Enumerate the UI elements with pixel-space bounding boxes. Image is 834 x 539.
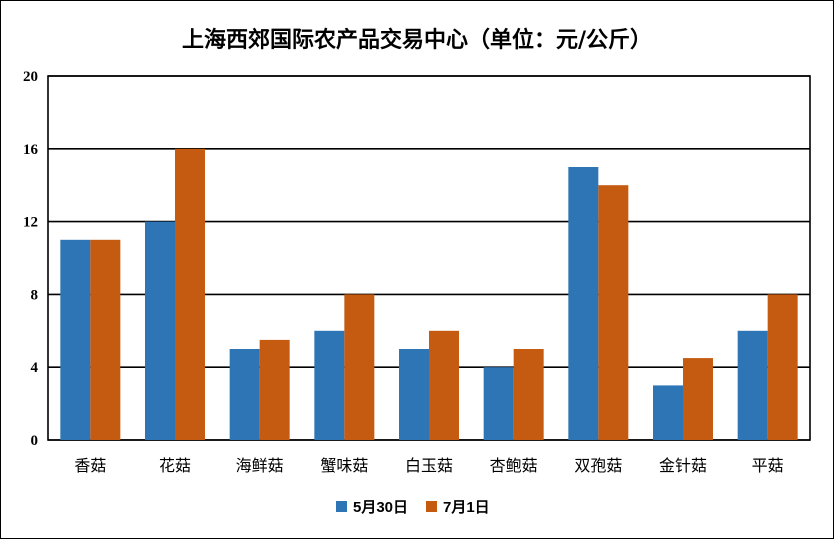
x-category-label: 金针菇 (659, 456, 707, 475)
legend-swatch (336, 501, 347, 512)
x-category-label: 花菇 (159, 456, 191, 475)
chart-title: 上海西郊国际农产品交易中心（单位：元/公斤） (182, 27, 652, 53)
x-category-label: 白玉菇 (405, 456, 453, 475)
bar (513, 349, 544, 440)
y-tick-label: 16 (23, 142, 39, 158)
bar (344, 294, 375, 440)
y-tick-label: 0 (31, 433, 39, 449)
bar (259, 339, 290, 440)
legend: 5月30日 7月1日 (336, 499, 490, 516)
legend-label: 5月30日 (353, 499, 408, 516)
bar (229, 349, 260, 440)
bar (145, 221, 175, 440)
x-category-label: 蟹味菇 (320, 456, 368, 475)
bar (568, 167, 599, 440)
bar (598, 185, 629, 440)
y-axis-ticks: 0 4 8 12 16 20 (23, 69, 39, 449)
bar (399, 349, 429, 440)
bar (683, 358, 713, 440)
x-axis-categories: 香菇 花菇 海鲜菇 蟹味菇 白玉菇 杏鲍菇 双孢菇 金针菇 平菇 (74, 456, 783, 475)
legend-swatch (426, 501, 437, 512)
x-category-label: 香菇 (74, 456, 106, 475)
y-tick-label: 4 (31, 360, 39, 376)
bar (653, 385, 683, 440)
bar (737, 330, 768, 440)
y-tick-label: 8 (31, 287, 39, 303)
bars (60, 148, 798, 441)
x-category-label: 平菇 (752, 456, 784, 475)
legend-label: 7月1日 (443, 499, 490, 516)
bar (314, 330, 345, 440)
bar (429, 330, 459, 440)
bar (90, 239, 121, 440)
x-category-label: 杏鲍菇 (490, 456, 538, 475)
y-tick-label: 20 (23, 69, 38, 85)
bar (60, 239, 91, 440)
x-category-label: 海鲜菇 (236, 456, 284, 475)
bar (483, 367, 514, 440)
x-category-label: 双孢菇 (574, 456, 622, 475)
bar (175, 148, 205, 441)
bar (767, 294, 798, 440)
y-tick-label: 12 (23, 215, 38, 231)
